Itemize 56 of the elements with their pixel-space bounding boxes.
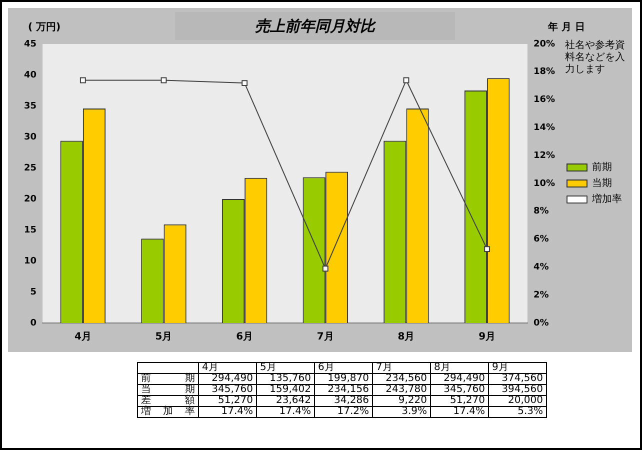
y-axis-title: ( 万円) [28, 22, 61, 34]
y2-tick-label: 20% [533, 39, 556, 50]
y2-tick-label: 18% [533, 67, 556, 78]
legend-label: 当期 [592, 177, 612, 190]
text: 17.4% [256, 406, 314, 418]
text: 159,402 [256, 384, 314, 396]
x-tick-label: 7月 [316, 332, 334, 343]
text: 51,270 [198, 395, 256, 406]
text: 17.4% [198, 406, 256, 418]
y2-tick-label: 4% [533, 262, 549, 273]
text: 394,560 [488, 384, 546, 396]
y-tick-label: 40 [24, 70, 37, 80]
text: 294,490 [430, 373, 488, 384]
text: 294,490 [198, 373, 256, 384]
y-tick-label: 5 [30, 287, 37, 298]
y2-tick-label: 2% [533, 290, 549, 300]
y-tick-label: 0 [30, 318, 37, 328]
y2-tick-label: 8% [533, 206, 549, 217]
x-tick-label: 9月 [478, 332, 496, 343]
text: 135,760 [256, 373, 314, 384]
text: 234,156 [314, 384, 372, 396]
text: 年 月 日 [548, 22, 585, 34]
legend-label: 前期 [592, 161, 612, 174]
text: 374,560 [488, 373, 546, 384]
text: 345,760 [198, 384, 256, 396]
y2-tick-label: 6% [533, 234, 549, 245]
y2-tick-label: 16% [533, 95, 556, 106]
text: 345,760 [430, 384, 488, 396]
text: 243,780 [372, 384, 430, 396]
y-tick-label: 15 [24, 225, 37, 236]
y-tick-label: 35 [24, 101, 37, 112]
x-tick-label: 5月 [155, 332, 172, 343]
y-tick-label: 25 [24, 163, 37, 174]
text: 51,270 [430, 395, 488, 406]
text: 234,560 [372, 373, 430, 384]
y-tick-label: 30 [24, 132, 37, 142]
text: 20,000 [488, 395, 546, 406]
text: 17.2% [314, 406, 372, 418]
x-tick-label: 8月 [398, 332, 415, 343]
text: 9,220 [372, 395, 430, 406]
y2-tick-label: 0% [533, 318, 549, 328]
text: 5.3% [488, 406, 546, 418]
text: 社名や参考資料名などを入力します [565, 40, 626, 76]
y2-tick-label: 10% [533, 178, 556, 189]
y2-tick-label: 14% [533, 123, 556, 134]
chart-title: 売上前年同月対比 [175, 12, 455, 40]
x-tick-label: 4月 [74, 332, 92, 343]
y-tick-label: 20 [24, 194, 37, 204]
x-tick-label: 6月 [236, 332, 254, 343]
legend-label: 増加率 [591, 193, 622, 206]
text: 199,870 [314, 373, 372, 384]
y-tick-label: 45 [24, 39, 37, 50]
text: 23,642 [256, 395, 314, 406]
text: 17.4% [430, 406, 488, 418]
y2-tick-label: 12% [533, 150, 556, 161]
y-tick-label: 10 [24, 256, 37, 266]
